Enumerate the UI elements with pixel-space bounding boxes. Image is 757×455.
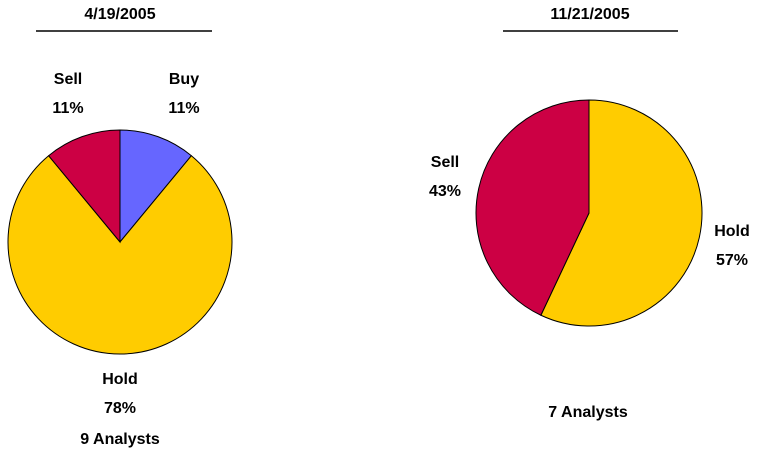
pie-title: 4/19/2005	[84, 6, 155, 23]
slice-value-label: 78%	[104, 400, 136, 417]
pie-slice	[540, 99, 703, 327]
slice-value-label: 43%	[429, 183, 461, 200]
pie-slice	[475, 99, 590, 316]
slice-label: Hold	[102, 371, 138, 388]
slice-label: Buy	[169, 71, 199, 88]
pie-title: 11/21/2005	[550, 6, 629, 23]
slice-label: Sell	[54, 71, 82, 88]
slice-label: Hold	[714, 223, 750, 240]
slice-value-label: 11%	[52, 100, 83, 117]
analyst-count: 7 Analysts	[548, 404, 628, 421]
slice-value-label: 57%	[716, 252, 748, 269]
pie-slice	[7, 154, 233, 355]
pie-slice	[47, 129, 121, 244]
slice-label: Sell	[431, 154, 459, 171]
slice-value-label: 11%	[168, 100, 199, 117]
pie-slice	[119, 129, 193, 244]
analyst-count: 9 Analysts	[80, 431, 160, 448]
